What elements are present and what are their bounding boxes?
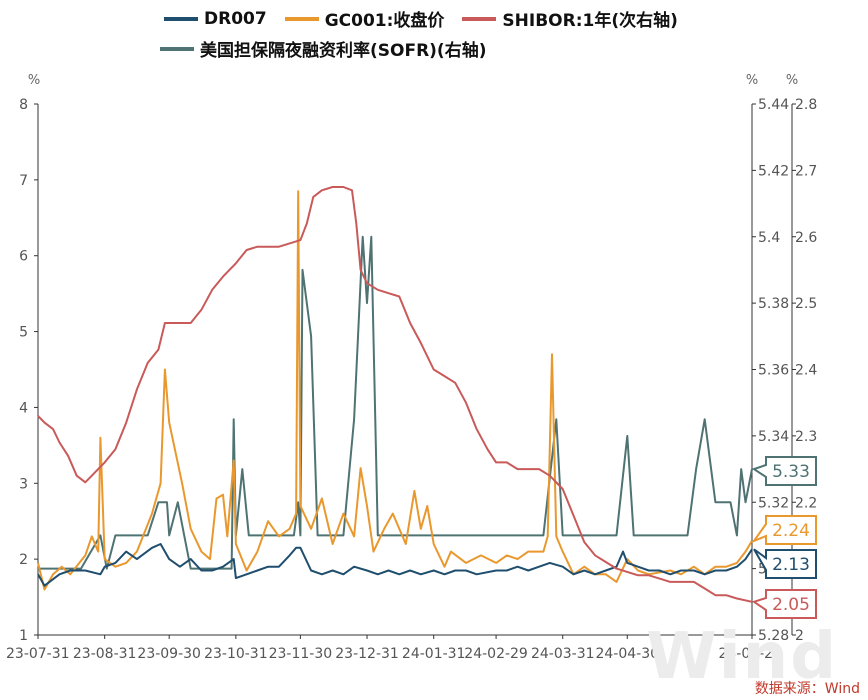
end-label-text-1: 2.24 [772,521,810,541]
right2-tick-label: 2.5 [795,296,817,312]
right-axis-unit: % [746,73,758,88]
legend-row-1: DR007 GC001:收盘价 SHIBOR:1年(次右轴) [164,6,696,31]
legend-label-shibor: SHIBOR:1年(次右轴) [502,11,678,31]
right2-tick-label: 2.8 [795,97,817,113]
legend-row-2: 美国担保隔夜融资利率(SOFR)(右轴) [160,36,504,61]
x-tick-label: 23-08-31 [73,646,137,662]
end-label-box-0 [751,456,817,486]
right2-tick-label: 2.4 [795,363,817,379]
legend-swatch-sofr [160,46,194,51]
right-tick-label: 5.36 [758,363,789,379]
end-label-text-3: 2.05 [772,595,810,615]
legend-label-sofr: 美国担保隔夜融资利率(SOFR)(右轴) [200,41,487,61]
left-tick-label: 3 [19,476,28,492]
legend: DR007 GC001:收盘价 SHIBOR:1年(次右轴) 美国担保隔夜融资利… [0,0,868,70]
data-source: 数据来源：Wind [754,681,860,697]
right2-tick-label: 2 [795,628,804,644]
left-tick-label: 1 [19,628,28,644]
left-tick-label: 2 [19,552,28,568]
right-tick-label: 5.44 [758,97,789,113]
left-axis-unit: % [28,73,40,88]
x-tick-label: 24-02-29 [464,646,528,662]
right-tick-label: 5.34 [758,429,789,445]
right-tick-label: 5.28 [758,628,789,644]
legend-label-dr007: DR007 [204,8,267,29]
legend-item-dr007: DR007 [164,9,267,29]
left-tick-label: 8 [19,97,28,113]
series-line-0 [38,235,753,570]
watermark-logo: Wind [646,620,838,694]
legend-item-shibor: SHIBOR:1年(次右轴) [462,6,678,31]
x-tick-label: 23-10-31 [204,646,268,662]
end-label-text-2: 2.13 [772,555,810,575]
left-tick-label: 6 [19,249,28,265]
end-label-box-1 [751,515,817,545]
x-tick-label: 23-09-30 [137,646,201,662]
legend-swatch-dr007 [164,16,198,21]
legend-item-sofr: 美国担保隔夜融资利率(SOFR)(右轴) [160,36,486,61]
legend-label-gc001: GC001:收盘价 [324,11,445,31]
end-label-box-2 [753,548,817,579]
series-line-3 [37,186,753,603]
right2-tick-label: 2.2 [795,495,817,511]
x-tick-label: 24-06-27 [718,646,782,662]
x-tick-label: 24-01-31 [402,646,466,662]
right-tick-label: 5.38 [758,296,789,312]
left-tick-label: 5 [19,325,28,341]
right2-axis-unit: % [786,73,798,88]
left-tick-label: 4 [19,400,28,416]
legend-swatch-shibor [462,16,497,21]
right2-tick-label: 2.6 [795,230,817,246]
x-tick-label: 23-07-31 [6,646,70,662]
x-tick-label: 23-11-30 [269,646,333,662]
right-tick-label: 5.32 [758,495,789,511]
right-tick-label: 5.42 [758,163,789,179]
series-line-1 [37,190,753,591]
left-tick-label: 7 [19,173,28,189]
right2-tick-label: 2.3 [795,429,817,445]
legend-swatch-gc001 [284,16,319,21]
end-label-text-0: 5.33 [772,462,810,482]
right-tick-label: 5.4 [758,230,780,246]
end-label-box-3 [751,589,817,619]
x-tick-label: 24-03-31 [531,646,595,662]
x-tick-label: 24-04-30 [595,646,659,662]
x-tick-label: 23-12-31 [335,646,399,662]
right2-tick-label: 2.7 [795,163,817,179]
legend-item-gc001: GC001:收盘价 [284,6,445,31]
series-line-2 [37,543,753,587]
